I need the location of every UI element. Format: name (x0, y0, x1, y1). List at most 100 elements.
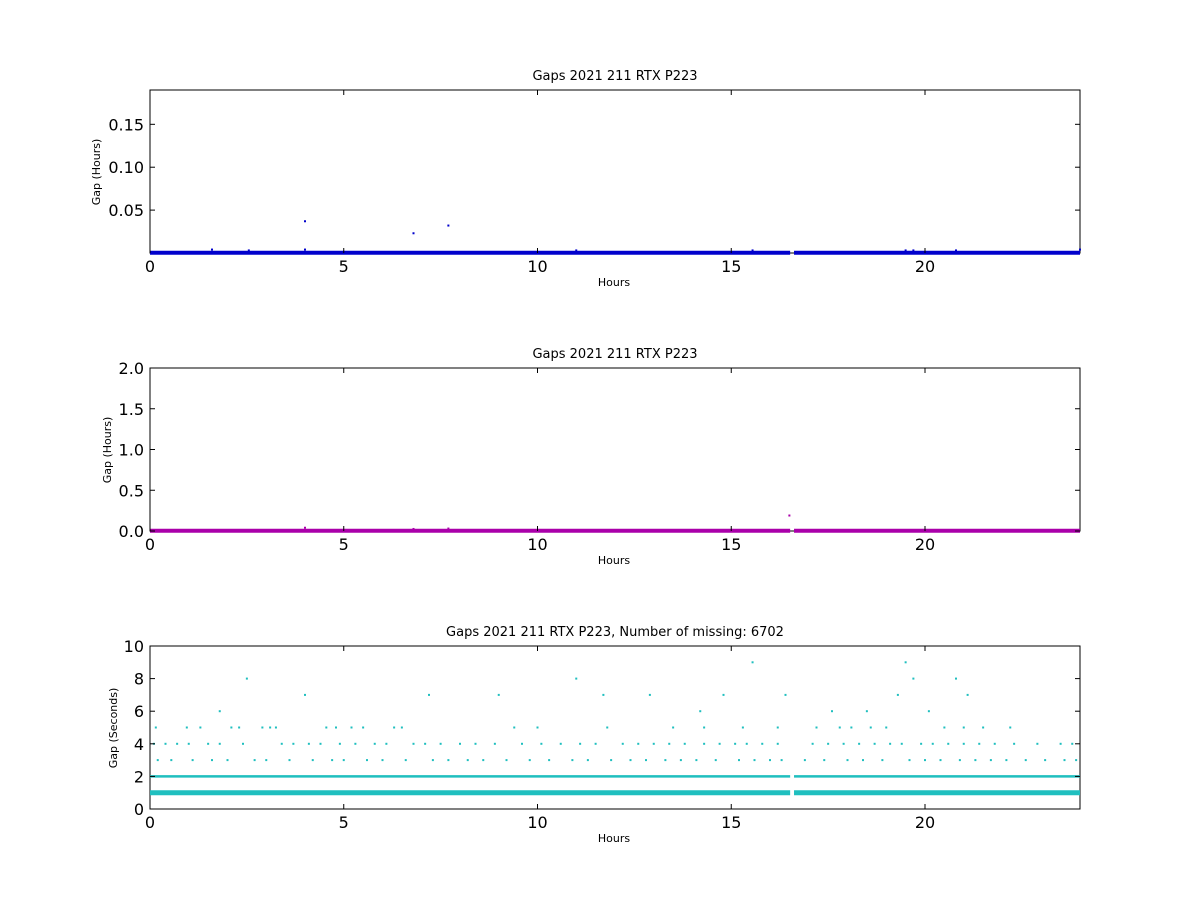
data-point (1036, 742, 1039, 745)
data-point (536, 726, 539, 729)
x-axis-label: Hours (598, 832, 630, 845)
data-point (904, 661, 907, 664)
data-point (668, 742, 671, 745)
data-point (955, 249, 957, 252)
data-point (211, 759, 213, 762)
data-point (354, 742, 357, 745)
data-point (862, 759, 864, 762)
data-point (815, 726, 818, 729)
data-point (811, 742, 814, 745)
y-tick-label: 2.0 (119, 359, 144, 378)
data-point (602, 693, 605, 696)
data-point (288, 759, 291, 762)
y-tick-label: 10 (124, 637, 144, 656)
data-point (191, 759, 194, 762)
data-point (1005, 759, 1008, 762)
data-point (274, 726, 277, 729)
x-axis-label: Hours (598, 276, 630, 289)
data-point (207, 742, 210, 745)
data-point (164, 742, 167, 745)
data-point (230, 726, 233, 729)
data-point (695, 759, 698, 762)
data-point (1063, 759, 1066, 762)
y-tick-label: 4 (134, 735, 144, 754)
data-point (482, 759, 485, 762)
data-point (245, 677, 248, 680)
data-point (261, 726, 264, 729)
data-point (788, 514, 791, 517)
data-point (699, 710, 702, 713)
data-point (838, 726, 841, 729)
panel-bottom: Gaps 2021 211 RTX P223, Number of missin… (107, 625, 1081, 845)
series-1 (150, 514, 1080, 533)
data-point (447, 224, 450, 227)
y-tick-label: 0.5 (119, 481, 144, 500)
data-point (1044, 759, 1047, 762)
data-point (513, 726, 516, 729)
data-point (335, 726, 337, 729)
data-point (645, 759, 647, 762)
data-point (325, 726, 328, 729)
x-tick-label: 20 (915, 257, 935, 276)
x-axis-label: Hours (598, 554, 630, 567)
data-point (431, 759, 434, 762)
y-tick-label: 0.05 (108, 201, 144, 220)
data-point (846, 759, 849, 762)
y-axis-label: Gap (Hours) (90, 139, 103, 206)
data-point (978, 742, 981, 745)
data-point (400, 726, 403, 729)
data-point (966, 693, 969, 696)
data-point (338, 742, 341, 745)
data-point (1079, 248, 1081, 251)
data-point (703, 726, 706, 729)
data-point (385, 742, 388, 745)
data-point (606, 726, 609, 729)
data-point (885, 726, 888, 729)
data-point (292, 742, 295, 745)
data-point (637, 742, 640, 745)
data-point (943, 726, 946, 729)
y-axis-label: Gap (Hours) (101, 417, 114, 484)
data-point (373, 742, 376, 745)
chart-title: Gaps 2021 211 RTX P223 (532, 69, 697, 84)
data-point (362, 726, 365, 729)
data-point (908, 759, 911, 762)
data-point (629, 759, 632, 762)
data-point (528, 759, 531, 762)
data-point (1009, 726, 1012, 729)
x-tick-label: 15 (721, 535, 741, 554)
data-point (366, 759, 368, 762)
data-point (428, 693, 430, 696)
data-point (497, 693, 500, 696)
data-point (447, 527, 450, 530)
data-point (521, 742, 523, 745)
plot-area (149, 367, 1081, 532)
data-point (900, 742, 903, 745)
data-point (974, 759, 977, 762)
x-tick-label: 10 (527, 813, 547, 832)
data-point (474, 742, 477, 745)
data-point (412, 742, 415, 745)
data-point (199, 726, 202, 729)
x-tick-label: 10 (527, 257, 547, 276)
data-point (850, 726, 853, 729)
data-point (955, 677, 957, 680)
plot-area (149, 645, 1081, 810)
x-tick-label: 20 (915, 813, 935, 832)
data-point (920, 742, 923, 745)
data-point (939, 759, 942, 762)
data-point (745, 742, 748, 745)
data-point (927, 710, 930, 713)
data-point (439, 742, 442, 745)
data-point (1024, 759, 1027, 762)
data-point (823, 759, 826, 762)
data-point (154, 726, 157, 729)
data-point (331, 759, 334, 762)
data-point (679, 759, 682, 762)
data-point (218, 742, 221, 745)
data-point (989, 759, 992, 762)
data-point (776, 742, 779, 745)
data-point (962, 726, 965, 729)
data-point (304, 248, 306, 251)
data-point (176, 742, 179, 745)
